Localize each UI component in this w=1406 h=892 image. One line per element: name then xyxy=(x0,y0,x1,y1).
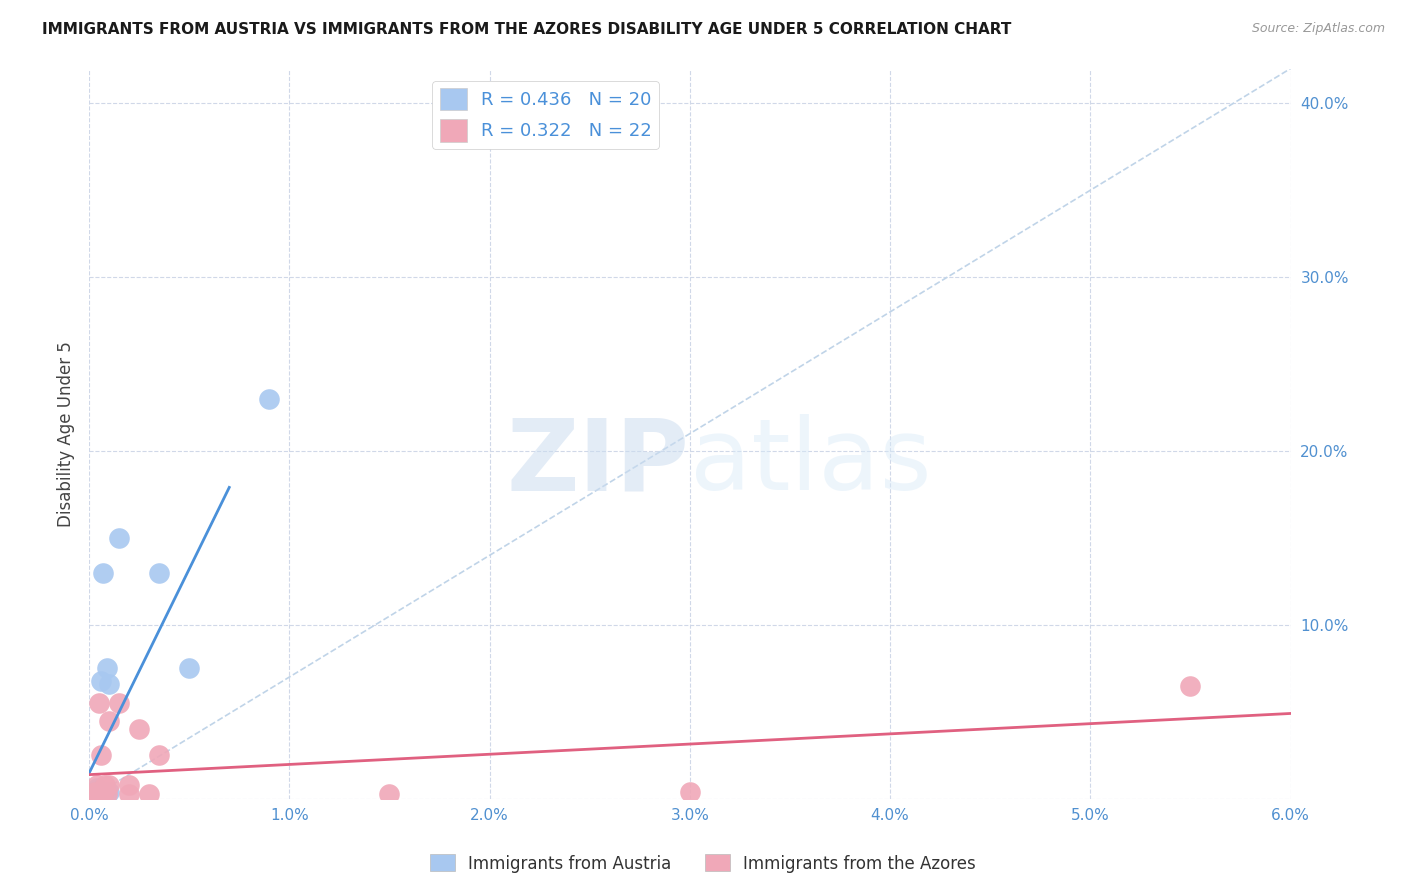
Point xyxy=(90,748,112,763)
Point xyxy=(90,787,112,801)
Point xyxy=(148,748,170,763)
Point xyxy=(84,787,107,801)
Point xyxy=(679,785,702,799)
Point xyxy=(96,661,118,675)
Text: IMMIGRANTS FROM AUSTRIA VS IMMIGRANTS FROM THE AZORES DISABILITY AGE UNDER 5 COR: IMMIGRANTS FROM AUSTRIA VS IMMIGRANTS FR… xyxy=(42,22,1011,37)
Point xyxy=(179,661,201,675)
Point xyxy=(98,778,121,792)
Point xyxy=(96,785,118,799)
Point xyxy=(84,785,107,799)
Point xyxy=(94,778,117,792)
Point xyxy=(82,787,104,801)
Point xyxy=(96,787,118,801)
Point xyxy=(148,566,170,580)
Point xyxy=(91,785,114,799)
Point xyxy=(98,785,121,799)
Point xyxy=(87,787,110,801)
Point xyxy=(91,787,114,801)
Point xyxy=(118,787,141,801)
Text: Source: ZipAtlas.com: Source: ZipAtlas.com xyxy=(1251,22,1385,36)
Legend: Immigrants from Austria, Immigrants from the Azores: Immigrants from Austria, Immigrants from… xyxy=(423,847,983,880)
Legend: R = 0.436   N = 20, R = 0.322   N = 22: R = 0.436 N = 20, R = 0.322 N = 22 xyxy=(432,81,659,149)
Point xyxy=(128,723,150,737)
Point xyxy=(98,677,121,691)
Text: atlas: atlas xyxy=(690,415,931,511)
Point xyxy=(82,789,104,803)
Point xyxy=(86,781,108,796)
Point xyxy=(138,787,160,801)
Text: ZIP: ZIP xyxy=(508,415,690,511)
Y-axis label: Disability Age Under 5: Disability Age Under 5 xyxy=(58,341,75,526)
Point xyxy=(259,392,281,406)
Point xyxy=(98,714,121,728)
Point xyxy=(86,787,108,801)
Point xyxy=(90,673,112,688)
Point xyxy=(87,783,110,797)
Point xyxy=(82,785,104,799)
Point xyxy=(86,787,108,801)
Point xyxy=(90,787,112,801)
Point xyxy=(87,696,110,710)
Point xyxy=(86,778,108,792)
Point xyxy=(87,787,110,801)
Point xyxy=(91,566,114,580)
Point xyxy=(108,531,131,545)
Point xyxy=(378,787,401,801)
Point xyxy=(94,787,117,801)
Point xyxy=(118,778,141,792)
Point xyxy=(108,696,131,710)
Point xyxy=(1180,679,1202,693)
